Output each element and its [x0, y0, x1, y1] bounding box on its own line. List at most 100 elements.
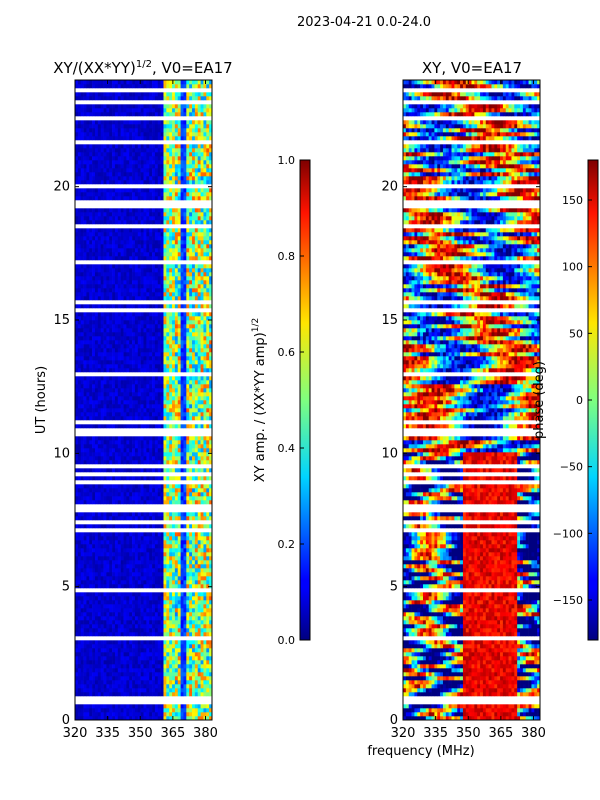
heatmap-cell [154, 364, 159, 369]
heatmap-cell [146, 548, 150, 553]
heatmap-cell [152, 400, 156, 405]
heatmap-cell [129, 328, 133, 333]
heatmap-cell [86, 664, 90, 669]
heatmap-cell [194, 664, 199, 669]
heatmap-cell [197, 268, 201, 273]
heatmap-cell [200, 592, 204, 597]
heatmap-cell [160, 320, 164, 325]
heatmap-cell [160, 540, 164, 545]
heatmap-cell [103, 424, 107, 429]
heatmap-cell [160, 380, 164, 385]
heatmap-cell [97, 336, 101, 341]
heatmap-cell [100, 336, 104, 341]
heatmap-row [75, 612, 213, 617]
heatmap-cell [89, 360, 93, 365]
heatmap-cell [106, 312, 110, 317]
heatmap-cell [129, 476, 133, 481]
heatmap-cell [152, 436, 156, 441]
heatmap-cell [206, 512, 210, 517]
heatmap-cell [140, 668, 144, 673]
heatmap-cell [206, 612, 210, 617]
heatmap-cell [186, 284, 190, 289]
heatmap-cell [86, 392, 90, 397]
heatmap-cell [137, 624, 141, 629]
heatmap-cell [180, 436, 184, 441]
heatmap-cell [152, 536, 156, 541]
heatmap-cell [75, 444, 79, 449]
heatmap-cell [89, 252, 93, 257]
heatmap-cell [126, 512, 130, 517]
heatmap-cell [120, 324, 124, 329]
heatmap-cell [166, 692, 170, 697]
heatmap-cell [172, 632, 176, 637]
heatmap-cell [100, 660, 104, 665]
heatmap-cell [123, 660, 127, 665]
heatmap-cell [183, 612, 187, 617]
heatmap-cell [106, 628, 110, 633]
heatmap-cell [157, 572, 161, 577]
heatmap-cell [186, 280, 190, 285]
heatmap-cell [203, 676, 207, 681]
heatmap-cell [174, 444, 179, 449]
heatmap-cell [197, 384, 201, 389]
heatmap-cell [89, 380, 93, 385]
heatmap-cell [146, 624, 150, 629]
heatmap-cell [169, 404, 173, 409]
heatmap-cell [75, 704, 79, 709]
heatmap-cell [89, 664, 93, 669]
heatmap-cell [123, 712, 127, 717]
heatmap-cell [192, 396, 196, 401]
heatmap-cell [114, 468, 119, 473]
heatmap-cell [200, 544, 204, 549]
heatmap-cell [132, 264, 136, 269]
heatmap-cell [143, 560, 147, 565]
heatmap-cell [189, 496, 193, 501]
heatmap-cell [123, 380, 127, 385]
heatmap-cell [154, 572, 159, 577]
heatmap-cell [160, 316, 164, 321]
heatmap-cell [80, 676, 84, 681]
heatmap-cell [146, 456, 150, 461]
heatmap-cell [134, 448, 139, 453]
heatmap-cell [126, 712, 130, 717]
heatmap-cell [174, 284, 179, 289]
heatmap-cell [137, 304, 141, 309]
heatmap-cell [132, 320, 136, 325]
heatmap-cell [192, 668, 196, 673]
heatmap-cell [103, 536, 107, 541]
heatmap-cell [114, 644, 119, 649]
heatmap-cell [92, 380, 96, 385]
heatmap-cell [183, 408, 187, 413]
heatmap-cell [83, 512, 87, 517]
heatmap-cell [132, 400, 136, 405]
heatmap-cell [137, 536, 141, 541]
heatmap-cell [117, 252, 121, 257]
heatmap-cell [203, 580, 207, 585]
heatmap-cell [203, 320, 207, 325]
heatmap-cell [143, 256, 147, 261]
heatmap-cell [83, 484, 87, 489]
heatmap-cell [194, 388, 199, 393]
heatmap-cell [80, 652, 84, 657]
heatmap-cell [77, 412, 82, 417]
heatmap-cell [94, 492, 99, 497]
heatmap-cell [94, 716, 99, 721]
heatmap-cell [154, 324, 159, 329]
heatmap-cell [143, 604, 147, 609]
heatmap-cell [103, 436, 107, 441]
heatmap-cell [83, 712, 87, 717]
heatmap-cell [83, 652, 87, 657]
heatmap-cell [143, 284, 147, 289]
heatmap-cell [106, 664, 110, 669]
heatmap-cell [103, 656, 107, 661]
heatmap-cell [163, 544, 167, 549]
heatmap-cell [97, 624, 101, 629]
heatmap-cell [200, 468, 204, 473]
heatmap-cell [77, 340, 82, 345]
heatmap-cell [86, 400, 90, 405]
heatmap-cell [86, 548, 90, 553]
heatmap-cell [103, 684, 107, 689]
heatmap-cell [149, 440, 153, 445]
heatmap-cell [137, 296, 141, 301]
heatmap-cell [200, 488, 204, 493]
